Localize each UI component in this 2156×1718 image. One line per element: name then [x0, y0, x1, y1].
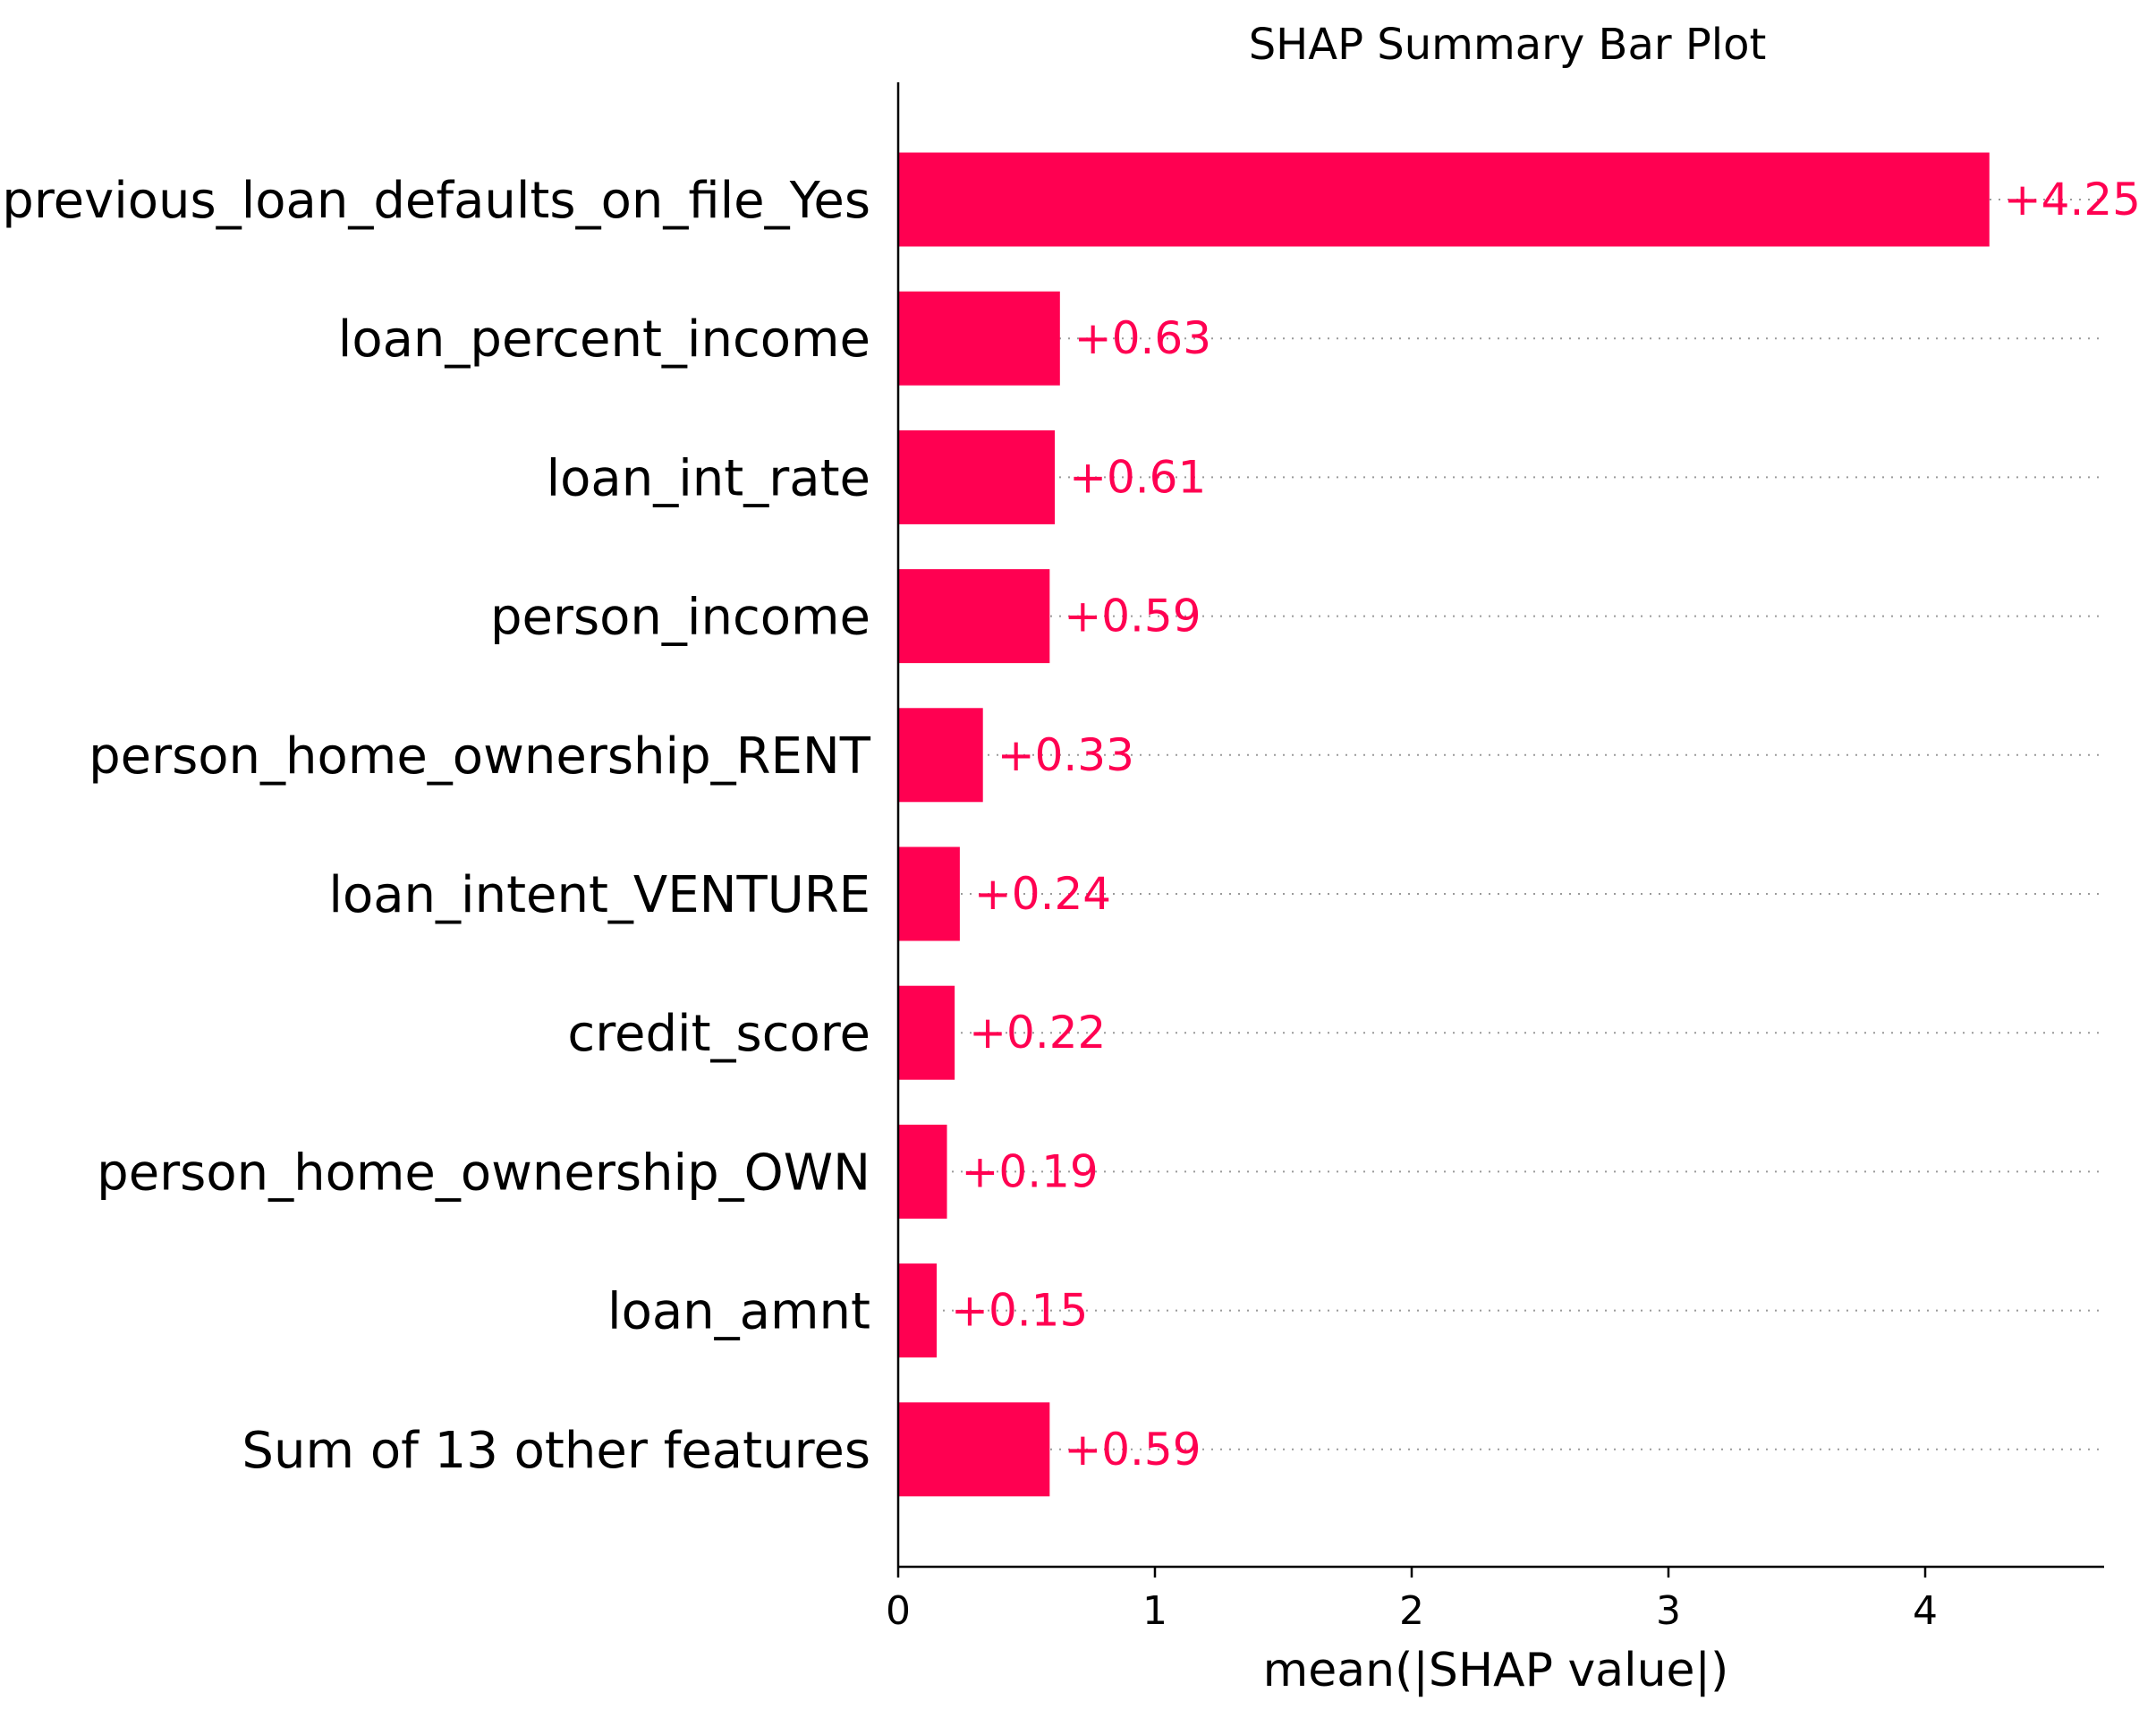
value-label: +0.59 [1064, 591, 1201, 642]
x-tick-label: 3 [1656, 1588, 1681, 1634]
category-label: credit_score [567, 1005, 870, 1063]
value-label: +0.33 [997, 729, 1134, 781]
bar [898, 708, 983, 803]
row-guides [898, 199, 2104, 1450]
bar [898, 430, 1056, 524]
value-label: +0.19 [962, 1145, 1099, 1197]
category-label: loan_amnt [607, 1283, 870, 1341]
category-label: loan_int_rate [547, 449, 870, 507]
bar [898, 569, 1050, 664]
category-label: loan_intent_VENTURE [328, 866, 870, 924]
bar [898, 152, 1990, 247]
x-tick-label: 1 [1142, 1588, 1167, 1634]
x-tick-label: 2 [1399, 1588, 1424, 1634]
bar [898, 846, 960, 941]
value-label: +0.61 [1069, 451, 1206, 503]
bar [898, 985, 955, 1080]
bar [898, 1124, 947, 1219]
x-axis-label: mean(|SHAP value|) [1263, 1644, 1729, 1697]
bars-group [898, 152, 1990, 1497]
category-label: Sum of 13 other features [242, 1422, 870, 1480]
axes-group: 0 1 2 3 4 [886, 82, 2104, 1634]
bar [898, 1263, 938, 1358]
x-tick-label: 4 [1913, 1588, 1938, 1634]
category-label: person_home_ownership_OWN [97, 1144, 870, 1202]
value-label: +0.15 [951, 1285, 1088, 1337]
value-label: +0.63 [1074, 312, 1211, 364]
value-label: +0.22 [969, 1007, 1106, 1059]
category-label: person_income [490, 589, 870, 647]
category-label: person_home_ownership_RENT [89, 727, 871, 786]
category-label: previous_loan_defaults_on_file_Yes [2, 172, 870, 230]
value-label: +0.24 [974, 868, 1111, 920]
category-label: loan_percent_income [338, 310, 870, 369]
value-label: +4.25 [2004, 174, 2141, 225]
value-label: +0.59 [1064, 1424, 1201, 1476]
chart-title: SHAP Summary Bar Plot [1249, 20, 1767, 70]
x-tick-label: 0 [886, 1588, 911, 1634]
bar [898, 1402, 1050, 1497]
category-labels: previous_loan_defaults_on_file_Yes loan_p… [2, 172, 870, 1480]
bar [898, 291, 1060, 386]
value-labels: +4.25 +0.63 +0.61 +0.59 +0.33 +0.24 +0.22 +0.19… [951, 174, 2141, 1476]
